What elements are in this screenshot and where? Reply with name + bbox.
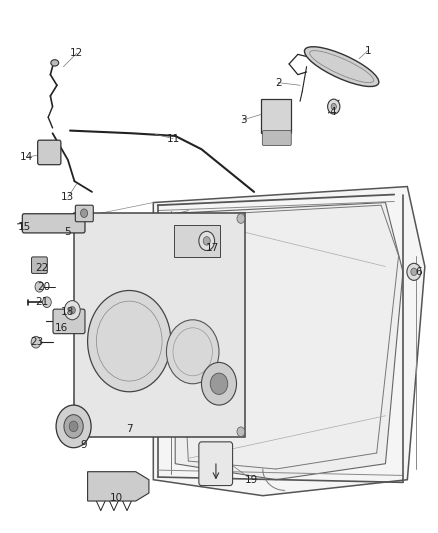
Text: 20: 20 [37, 282, 50, 292]
Text: 3: 3 [240, 115, 247, 125]
Circle shape [31, 336, 41, 348]
Text: 2: 2 [275, 78, 282, 87]
Text: 15: 15 [18, 222, 31, 231]
Circle shape [42, 297, 51, 308]
FancyBboxPatch shape [32, 257, 47, 273]
FancyBboxPatch shape [262, 131, 291, 146]
Text: 5: 5 [64, 227, 71, 237]
Circle shape [407, 263, 421, 280]
Text: 19: 19 [245, 475, 258, 484]
Polygon shape [261, 99, 291, 133]
Circle shape [35, 281, 44, 292]
Circle shape [81, 209, 88, 217]
FancyBboxPatch shape [75, 205, 93, 222]
Text: 23: 23 [31, 337, 44, 347]
Text: 18: 18 [61, 307, 74, 317]
Ellipse shape [51, 60, 59, 66]
FancyBboxPatch shape [22, 214, 85, 233]
Polygon shape [74, 213, 245, 437]
Circle shape [199, 231, 215, 251]
Ellipse shape [304, 47, 379, 86]
Circle shape [237, 427, 245, 437]
Circle shape [75, 427, 83, 437]
Text: 6: 6 [415, 267, 422, 277]
Circle shape [166, 320, 219, 384]
Text: 9: 9 [80, 440, 87, 450]
Circle shape [69, 306, 75, 314]
Circle shape [203, 237, 210, 245]
Text: 12: 12 [70, 49, 83, 58]
Text: 13: 13 [61, 192, 74, 202]
Polygon shape [88, 472, 149, 501]
Text: 17: 17 [206, 243, 219, 253]
FancyBboxPatch shape [53, 309, 85, 334]
Circle shape [75, 214, 83, 223]
Polygon shape [175, 203, 403, 480]
Text: 1: 1 [364, 46, 371, 55]
Circle shape [237, 214, 245, 223]
Text: 22: 22 [35, 263, 48, 273]
Text: 21: 21 [35, 297, 48, 307]
Text: 14: 14 [20, 152, 33, 162]
Circle shape [64, 415, 83, 438]
Circle shape [331, 103, 336, 110]
Text: 7: 7 [126, 424, 133, 434]
Circle shape [201, 362, 237, 405]
Text: 4: 4 [329, 107, 336, 117]
Circle shape [88, 290, 171, 392]
Circle shape [210, 373, 228, 394]
FancyBboxPatch shape [174, 225, 220, 257]
FancyBboxPatch shape [199, 442, 233, 486]
Circle shape [411, 268, 417, 276]
Circle shape [69, 421, 78, 432]
Text: 10: 10 [110, 494, 123, 503]
Circle shape [328, 99, 340, 114]
FancyBboxPatch shape [38, 140, 61, 165]
Circle shape [56, 405, 91, 448]
Polygon shape [153, 187, 425, 496]
Circle shape [64, 301, 80, 320]
Text: 11: 11 [166, 134, 180, 143]
Text: 16: 16 [55, 323, 68, 333]
